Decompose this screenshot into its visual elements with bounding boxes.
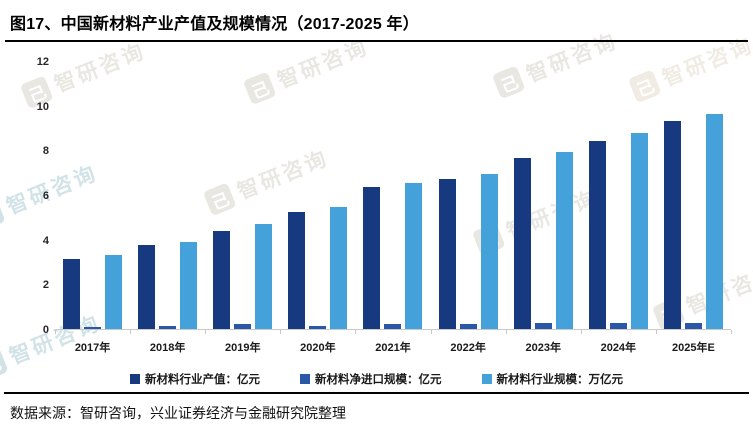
bar-group: [205, 62, 280, 330]
x-axis-tick: [580, 330, 582, 334]
x-axis-label: 2020年: [300, 342, 336, 354]
bar-series-2: [234, 324, 252, 330]
bar-groups: [55, 62, 731, 330]
footer-rule: [4, 392, 749, 394]
y-tick-label: 6: [42, 190, 49, 202]
x-axis-label: 2019年: [225, 342, 261, 354]
bar-series-1: [288, 211, 306, 330]
bar-group: [355, 62, 430, 330]
x-axis-label: 2022年: [450, 342, 486, 354]
x-axis-tick: [280, 330, 282, 334]
bar-series-3: [330, 207, 348, 330]
legend-label: 新材料行业产值：亿元: [145, 374, 260, 386]
title-underline: [5, 40, 748, 42]
bar-group: [130, 62, 205, 330]
x-axis-tick: [655, 330, 657, 334]
bar-series-3: [180, 241, 198, 330]
x-axis-tick: [505, 330, 507, 334]
y-tick-label: 4: [42, 234, 49, 247]
y-tick-label: 8: [42, 145, 49, 158]
bar-series-1: [438, 179, 456, 330]
bar-group: [431, 62, 506, 330]
bar-series-3: [105, 255, 123, 330]
bar-series-1: [363, 187, 381, 330]
bar-group: [581, 62, 656, 330]
y-tick-label: 0: [42, 324, 49, 336]
bar-group: [656, 62, 731, 330]
bar-series-1: [588, 141, 606, 330]
bar-series-2: [84, 326, 102, 330]
y-tick-label: 12: [36, 56, 49, 68]
bar-group: [55, 62, 130, 330]
x-axis-tick: [55, 330, 56, 334]
legend-swatch-icon: [481, 374, 492, 384]
bar-series-2: [309, 325, 327, 330]
source-note: 数据来源：智研咨询，兴业证券经济与金融研究院整理: [10, 405, 346, 421]
legend-item: 新材料净进口规模：亿元: [300, 371, 442, 387]
bar-series-2: [684, 323, 702, 330]
x-axis-tick: [130, 330, 132, 334]
bar-group: [280, 62, 355, 330]
legend-item: 新材料行业规模：万亿元: [481, 371, 624, 387]
x-axis-tick: [205, 330, 207, 334]
y-tick-label: 2: [42, 279, 49, 292]
bar-series-2: [459, 324, 477, 330]
bar-series-3: [405, 182, 423, 330]
x-axis-line: [55, 329, 731, 330]
bar-series-1: [663, 121, 681, 330]
x-axis-tick: [355, 330, 357, 334]
x-axis-tick: [731, 330, 732, 334]
legend-swatch-icon: [130, 374, 140, 384]
bar-series-2: [159, 325, 177, 330]
bar-series-3: [480, 173, 498, 330]
bar-series-1: [513, 158, 531, 330]
x-axis-label: 2021年: [375, 342, 411, 354]
legend-swatch-icon: [300, 374, 310, 384]
bar-series-3: [255, 223, 273, 330]
bar-group: [506, 62, 581, 330]
x-axis-label: 2024年: [600, 342, 637, 354]
legend-label: 新材料行业规模：万亿元: [496, 374, 624, 386]
bar-series-1: [63, 258, 81, 330]
chart-title: 图17、中国新材料产业产值及规模情况（2017-2025 年）: [10, 16, 419, 33]
y-tick-label: 10: [36, 100, 49, 113]
watermark-logo-icon: 己: [0, 197, 6, 232]
bar-series-2: [384, 324, 402, 330]
bar-series-2: [534, 323, 552, 330]
x-axis-tick: [430, 330, 432, 334]
x-axis-labels: 2017年 2018年 2019年 2020年 2021年 2022年 2023年 2024年…: [55, 339, 731, 355]
bar-series-2: [609, 323, 627, 330]
x-axis-label: 2017年: [74, 342, 111, 354]
bar-series-1: [213, 230, 231, 330]
x-axis-label: 2025年E: [672, 342, 715, 354]
x-axis-label: 2023年: [525, 342, 561, 354]
legend-label: 新材料净进口规模：亿元: [315, 374, 442, 386]
chart-legend: 新材料行业产值：亿元 新材料净进口规模：亿元 新材料行业规模：万亿元: [0, 371, 753, 387]
bar-series-3: [555, 152, 573, 330]
plot-area: 0 2 4 6 8 10 12 2017年 2018年 2019年 2020年 2021年 2022年…: [37, 56, 732, 354]
legend-item: 新材料行业产值：亿元: [130, 371, 260, 387]
bar-series-1: [138, 245, 156, 330]
x-axis-label: 2018年: [149, 342, 186, 354]
bar-series-3: [705, 114, 723, 330]
bar-series-3: [630, 133, 648, 330]
